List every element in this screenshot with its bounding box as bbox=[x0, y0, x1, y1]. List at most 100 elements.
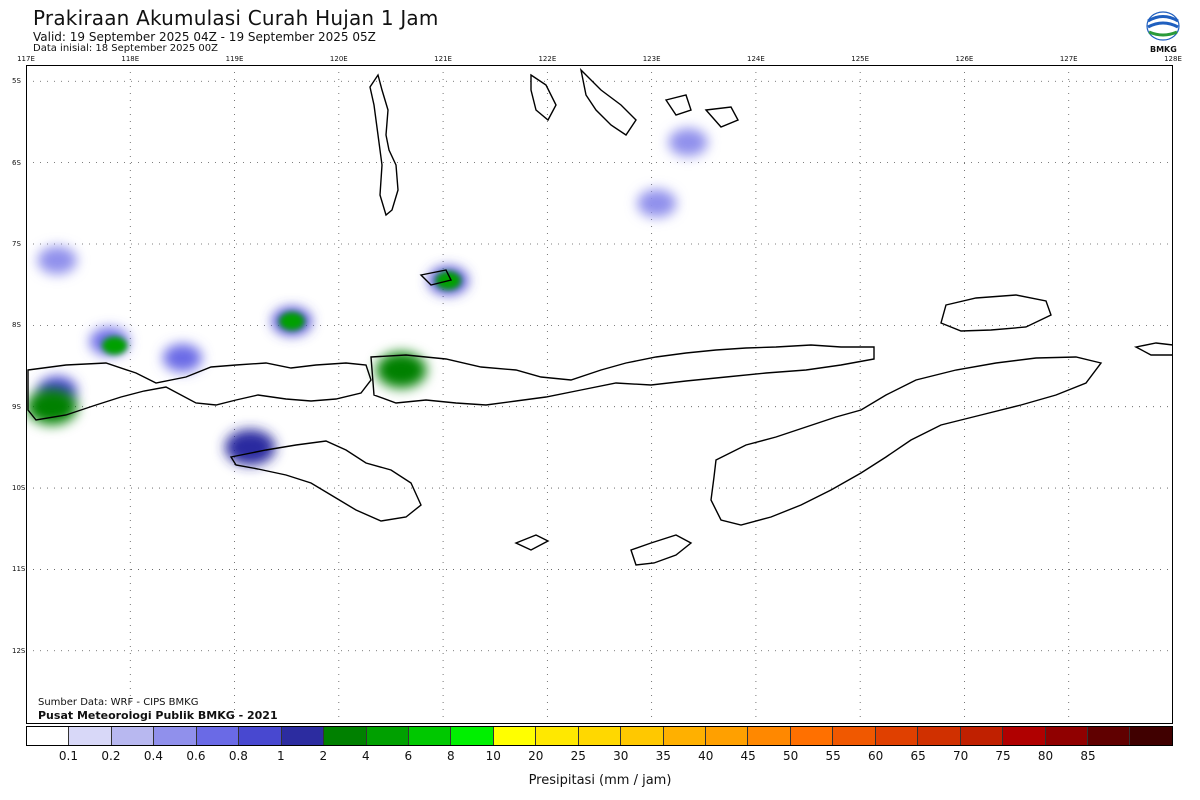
colorbar-tick-label: 0.6 bbox=[186, 749, 206, 763]
colorbar-swatch bbox=[324, 727, 367, 745]
colorbar-swatch bbox=[875, 727, 919, 745]
rain-cell bbox=[279, 312, 305, 331]
longitude-label: 117E bbox=[17, 55, 35, 63]
colorbar-tick-label: 45 bbox=[740, 749, 756, 763]
colorbar-tick-label: 0.2 bbox=[101, 749, 121, 763]
rain-cell bbox=[26, 388, 78, 425]
latitude-label: 6S bbox=[12, 158, 21, 167]
longitude-label: 120E bbox=[329, 55, 348, 63]
colorbar-swatch bbox=[408, 727, 452, 745]
colorbar-tick-label: 6 bbox=[404, 749, 413, 763]
longitude-label: 122E bbox=[538, 55, 557, 63]
rain-cell bbox=[37, 246, 77, 275]
colorbar-tick-label: 55 bbox=[825, 749, 841, 763]
colorbar-tick-label: 60 bbox=[867, 749, 884, 763]
rain-cell bbox=[637, 189, 677, 218]
longitude-label: 124E bbox=[747, 55, 765, 63]
colorbar-swatch bbox=[154, 727, 197, 745]
coast-flores-sea-islet bbox=[704, 106, 739, 128]
colorbar-swatch bbox=[111, 727, 155, 745]
colorbar-tick-label: 10 bbox=[485, 749, 501, 763]
rain-layer bbox=[26, 128, 708, 466]
precipitation-map bbox=[26, 65, 1173, 724]
colorbar bbox=[26, 726, 1173, 746]
coast-rote bbox=[630, 534, 693, 566]
colorbar-tick-label: 70 bbox=[952, 749, 969, 763]
colorbar-tick-label: 30 bbox=[613, 749, 629, 763]
longitude-label: 125E bbox=[851, 55, 870, 63]
coast-alor bbox=[940, 294, 1052, 332]
colorbar-tick-label: 85 bbox=[1080, 749, 1096, 763]
colorbar-swatch bbox=[281, 727, 325, 745]
coast-flores-sea-islet2 bbox=[419, 269, 453, 286]
valid-time: Valid: 19 September 2025 04Z - 19 Septem… bbox=[33, 30, 376, 44]
longitude-label: 123E bbox=[642, 55, 661, 63]
colorbar-swatch bbox=[1003, 727, 1046, 745]
colorbar-swatch bbox=[239, 727, 282, 745]
colorbar-tick-label: 0.8 bbox=[228, 749, 248, 763]
colorbar-tick-label: 1 bbox=[277, 749, 285, 763]
logo-label: BMKG bbox=[1150, 45, 1177, 54]
colorbar-swatch bbox=[790, 727, 834, 745]
colorbar-swatch bbox=[1087, 727, 1131, 745]
latitude-label: 5S bbox=[12, 77, 21, 86]
colorbar-ticks: 0.1 0.2 0.4 0.6 0.8 1 2 4 6 8 10 20 25 30 35 40 45 50 55 60… bbox=[0, 749, 1200, 765]
rain-cell bbox=[162, 343, 203, 372]
colorbar-swatch bbox=[621, 727, 664, 745]
colorbar-tick-label: 20 bbox=[528, 749, 544, 763]
coast-timor bbox=[710, 356, 1103, 526]
colorbar-tick-label: 2 bbox=[319, 749, 328, 763]
colorbar-swatch bbox=[196, 727, 240, 745]
colorbar-tick-label: 80 bbox=[1037, 749, 1054, 763]
colorbar-swatch bbox=[27, 727, 70, 745]
initial-data-time: Data inisial: 18 September 2025 00Z bbox=[33, 43, 218, 54]
rain-cell bbox=[102, 336, 128, 355]
coast-lombok-sumbawa bbox=[27, 362, 372, 421]
colorbar-swatch bbox=[578, 727, 622, 745]
colorbar-swatch bbox=[706, 727, 749, 745]
coast-wetar-east bbox=[1133, 342, 1173, 356]
latitude-label: 10S bbox=[12, 484, 26, 493]
longitude-label: 119E bbox=[225, 55, 244, 63]
colorbar-tick-label: 25 bbox=[570, 749, 586, 763]
colorbar-swatch bbox=[493, 727, 537, 745]
rain-cell bbox=[376, 352, 427, 389]
colorbar-swatch bbox=[748, 727, 791, 745]
colorbar-swatch bbox=[366, 727, 409, 745]
longitude-label: 128E bbox=[1164, 55, 1182, 63]
colorbar-swatch bbox=[69, 727, 112, 745]
latitude-label: 12S bbox=[12, 646, 26, 655]
colorbar-tick-label: 4 bbox=[362, 749, 370, 763]
map-background bbox=[26, 65, 1173, 724]
colorbar-label: Presipitasi (mm / jam) bbox=[528, 773, 672, 788]
colorbar-tick-label: 35 bbox=[655, 749, 671, 763]
colorbar-tick-label: 40 bbox=[698, 749, 714, 763]
longitude-label: 126E bbox=[955, 55, 974, 63]
coast-savu bbox=[514, 534, 550, 551]
colorbar-tick-label: 65 bbox=[910, 749, 926, 763]
colorbar-swatch bbox=[1045, 727, 1088, 745]
coast-sulawesi-se bbox=[530, 73, 557, 122]
colorbar-swatch bbox=[960, 727, 1004, 745]
data-source: Sumber Data: WRF - CIPS BMKG bbox=[38, 697, 199, 708]
coast-flores bbox=[370, 344, 875, 406]
longitude-label: 118E bbox=[121, 55, 140, 63]
longitude-label: 127E bbox=[1059, 55, 1078, 63]
colorbar-tick-label: 50 bbox=[783, 749, 799, 763]
map-title: Prakiraan Akumulasi Curah Hujan 1 Jam bbox=[33, 6, 439, 30]
colorbar-swatch bbox=[1130, 727, 1172, 745]
colorbar-tick-label: 0.1 bbox=[58, 749, 79, 763]
longitude-label: 121E bbox=[434, 55, 452, 63]
producer: Pusat Meteorologi Publik BMKG - 2021 bbox=[38, 709, 278, 722]
coast-muna-buton bbox=[579, 67, 637, 136]
latitude-label: 9S bbox=[12, 402, 21, 411]
colorbar-tick-label: 8 bbox=[446, 749, 455, 763]
coast-sulawesi bbox=[369, 73, 399, 217]
latitude-label: 11S bbox=[12, 565, 26, 574]
colorbar-tick-label: 0.4 bbox=[143, 749, 163, 763]
latitude-label: 7S bbox=[12, 239, 21, 248]
colorbar-swatch bbox=[918, 727, 961, 745]
colorbar-tick-label: 75 bbox=[995, 749, 1011, 763]
coast-wakatobi bbox=[664, 94, 692, 116]
colorbar-swatch bbox=[536, 727, 579, 745]
